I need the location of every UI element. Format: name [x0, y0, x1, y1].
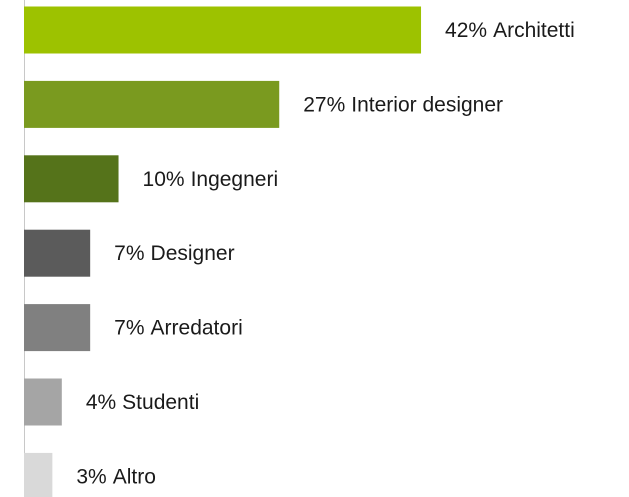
- bar-label: 7% Designer: [114, 242, 234, 265]
- bar: [24, 6, 422, 54]
- bar-label: 7% Arredatori: [114, 316, 243, 339]
- category-label: Ingegneri: [191, 167, 279, 190]
- bar: [24, 229, 91, 277]
- bar-label: 3% Altro: [76, 465, 156, 488]
- value-label: 7%: [114, 316, 144, 339]
- bar: [24, 452, 53, 497]
- bar-label: 4% Studenti: [86, 391, 199, 414]
- category-label: Interior designer: [351, 93, 503, 116]
- value-label: 4%: [86, 391, 116, 414]
- value-label: 3%: [76, 465, 106, 488]
- bar-label: 42% Architetti: [445, 19, 575, 42]
- bar-label: 27% Interior designer: [303, 93, 503, 116]
- category-label: Studenti: [122, 391, 199, 414]
- value-label: 7%: [114, 242, 144, 265]
- value-label: 27%: [303, 93, 345, 116]
- bar: [24, 378, 62, 426]
- bar: [24, 80, 280, 128]
- category-label: Architetti: [493, 19, 575, 42]
- category-label: Designer: [151, 242, 235, 265]
- category-label: Arredatori: [151, 316, 243, 339]
- bar-label: 10% Ingegneri: [143, 167, 279, 190]
- bar: [24, 304, 91, 352]
- value-label: 10%: [143, 167, 185, 190]
- bar: [24, 155, 119, 203]
- value-label: 42%: [445, 19, 487, 42]
- category-label: Altro: [113, 465, 156, 488]
